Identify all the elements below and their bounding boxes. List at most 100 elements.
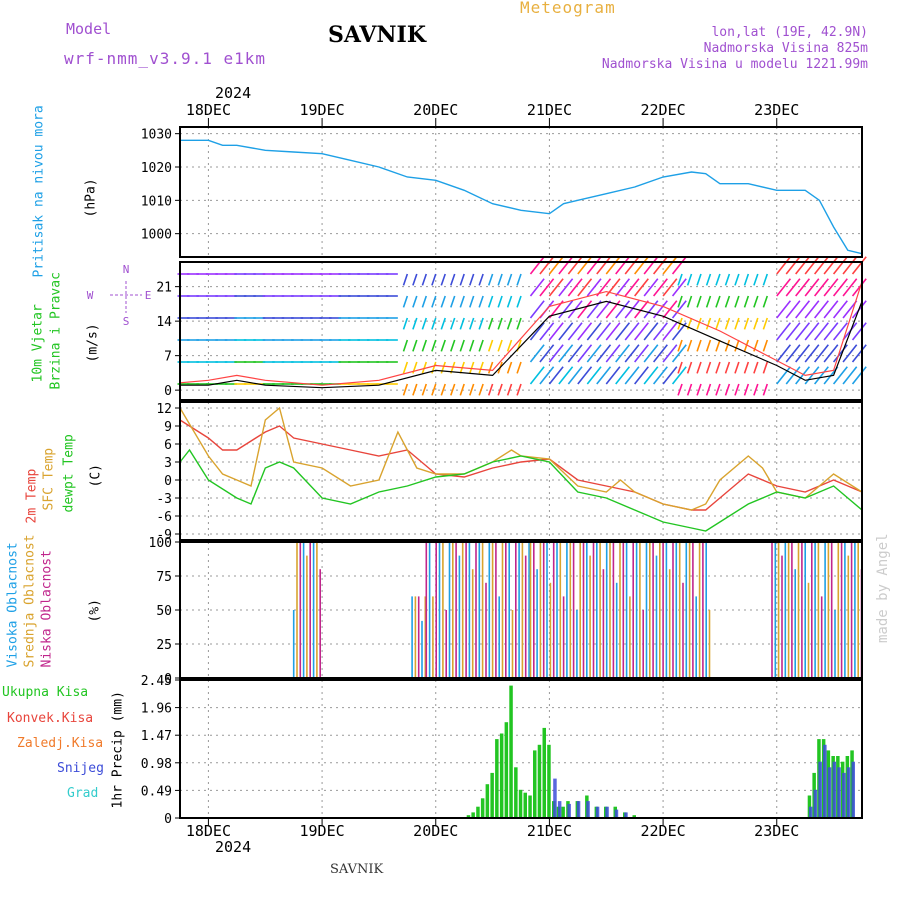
wind-barb: [652, 344, 668, 363]
wind-barb: [785, 256, 801, 275]
wind-barb: [459, 295, 465, 308]
precip-bar: [605, 806, 609, 818]
wind-barb: [421, 339, 428, 352]
wind-barb: [402, 383, 409, 396]
wind-barb: [662, 322, 678, 341]
day-label-top: 18DEC: [186, 101, 231, 119]
wind-barb: [823, 344, 839, 363]
wind-barb: [577, 278, 593, 297]
wind-barb: [762, 317, 769, 330]
wind-barb: [814, 300, 829, 319]
wind-barb: [624, 344, 640, 363]
y-tick-label: 100: [149, 536, 172, 551]
pressure-label: Pritisak na nivou mora: [31, 105, 47, 278]
precip-bar: [485, 784, 490, 818]
precip-label-hail: Grad: [67, 786, 99, 801]
wind-barb: [762, 273, 769, 286]
wind-barb: [785, 322, 801, 341]
precip-bar: [632, 815, 636, 818]
wind-barb: [842, 256, 858, 275]
wind-barb: [497, 383, 503, 396]
precip-bar: [813, 789, 818, 818]
footer-station: SAVNIK: [330, 862, 384, 877]
wind-barb: [605, 278, 621, 297]
panel-frame: [179, 679, 863, 819]
wind-barb: [753, 361, 759, 374]
day-label-top: 23DEC: [754, 101, 799, 119]
compass-w: W: [87, 289, 94, 302]
precip-label-convective: Konvek.Kisa: [7, 711, 94, 726]
panel-frame: [179, 126, 863, 258]
wind-barb: [832, 256, 848, 275]
precip-bar: [480, 798, 485, 818]
wind-barb: [539, 322, 555, 341]
precip-bar: [818, 761, 822, 818]
wind-barb: [596, 366, 612, 385]
wind-barb: [506, 295, 513, 308]
wind-barb: [459, 317, 465, 330]
wind-barb: [506, 383, 513, 396]
wind-barb: [539, 366, 555, 385]
wind-barb: [478, 361, 484, 374]
wind-barb: [624, 366, 640, 385]
wind-barb: [832, 278, 848, 297]
wind-barb: [832, 344, 848, 363]
y-tick-label: 0.49: [141, 784, 172, 799]
wind-barb: [567, 256, 583, 275]
wind-barb: [776, 366, 792, 385]
wind-barb: [469, 317, 475, 330]
wind-barb: [529, 366, 545, 385]
wind-barb: [842, 278, 858, 297]
precip-bar: [561, 806, 565, 818]
watermark: made by Angel: [875, 533, 891, 643]
y-tick-label: 0: [164, 672, 172, 687]
wind-barb: [586, 344, 602, 363]
wind-barb: [497, 317, 503, 330]
precip-bar: [832, 761, 837, 818]
wind-barb: [776, 278, 792, 297]
wind-barb: [624, 322, 640, 341]
wind-barb: [785, 300, 801, 319]
wind-barb: [715, 295, 721, 308]
wind-barb: [469, 383, 475, 396]
wind-barb: [440, 317, 446, 330]
wind-barb: [804, 366, 820, 385]
wind-barb: [402, 295, 409, 308]
wind-barb: [705, 361, 712, 374]
wind-barb: [753, 317, 759, 330]
wind-barb: [734, 295, 740, 308]
wind-barb: [605, 300, 621, 319]
wind-barb: [478, 295, 484, 308]
precip-bar: [542, 727, 546, 818]
wind-barb: [643, 322, 659, 341]
wind-barb: [804, 300, 820, 319]
wind-barb: [652, 300, 668, 319]
wind-barb: [842, 344, 858, 363]
model-elevation-info: Nadmorska Visina u modelu 1221.99m: [601, 57, 868, 72]
wind-barb: [450, 383, 456, 396]
wind-barb: [643, 366, 659, 385]
wind-barb: [823, 256, 839, 275]
wind-barb: [615, 366, 631, 385]
wind-barb: [567, 344, 583, 363]
panel-frame: [179, 401, 863, 541]
wind-barb: [596, 256, 612, 275]
wind-barb: [662, 344, 678, 363]
wind-barb: [487, 317, 494, 330]
wind-barb: [715, 339, 721, 352]
wind-speed-line-0: [180, 300, 863, 389]
wind-barb: [431, 295, 437, 308]
wind-barb: [662, 278, 678, 297]
precip-label-freezing: Zaledj.Kisa: [17, 736, 104, 751]
wind-barb: [696, 295, 702, 308]
wind-barb: [469, 295, 475, 308]
wind-barb: [696, 273, 702, 286]
wind-barb: [734, 273, 740, 286]
wind-barb: [634, 322, 649, 341]
wind-barb: [715, 361, 721, 374]
wind-barb: [529, 256, 545, 275]
day-label-top: 19DEC: [300, 101, 345, 119]
wind-barb: [785, 344, 801, 363]
wind-barb: [753, 383, 759, 396]
wind-barb: [743, 273, 750, 286]
